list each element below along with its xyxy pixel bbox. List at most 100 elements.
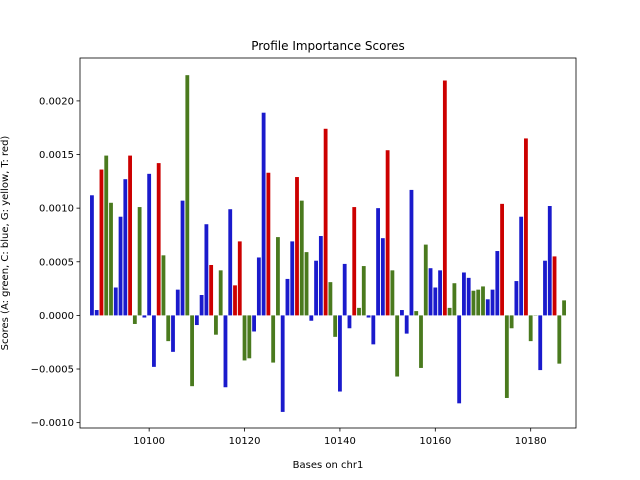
x-tick-label: 10180 — [515, 436, 547, 447]
bar — [280, 315, 285, 412]
bar — [509, 315, 514, 329]
bar — [395, 315, 400, 377]
bar — [385, 150, 390, 316]
bar — [290, 241, 295, 316]
bar — [228, 209, 233, 316]
bar — [271, 315, 276, 363]
bar — [419, 315, 423, 368]
bar — [333, 315, 338, 337]
bar — [209, 264, 214, 316]
bar — [128, 155, 132, 316]
bar — [161, 255, 166, 316]
bar — [442, 80, 447, 316]
bar — [90, 195, 94, 316]
y-tick-label: −0.0005 — [31, 365, 74, 376]
bars-group — [90, 75, 566, 412]
bar — [309, 315, 314, 321]
bar — [123, 179, 128, 316]
bar — [557, 315, 562, 364]
bar — [543, 260, 547, 316]
bar — [428, 268, 433, 316]
bar — [156, 163, 161, 316]
bar — [423, 244, 428, 316]
x-tick-label: 10140 — [324, 436, 356, 447]
y-tick-label: 0.0005 — [39, 257, 74, 268]
bar — [538, 315, 543, 371]
bar — [352, 207, 357, 316]
bar — [466, 277, 471, 316]
bar — [113, 287, 118, 316]
bar — [481, 286, 485, 316]
bar — [376, 208, 380, 316]
x-axis: 10100 10120 10140 10160 10180 — [133, 428, 547, 447]
bar — [519, 216, 524, 316]
bar — [485, 299, 490, 316]
bar — [175, 289, 180, 316]
y-tick-label: 0.0015 — [39, 150, 74, 161]
bar — [295, 177, 299, 316]
bar — [285, 278, 290, 316]
x-axis-label: Bases on chr1 — [293, 460, 364, 471]
bar — [528, 315, 533, 342]
bar — [357, 307, 361, 316]
bar — [552, 256, 557, 316]
bar — [409, 189, 414, 316]
bar — [247, 315, 252, 359]
bar — [500, 203, 504, 316]
bar — [304, 252, 309, 316]
bar — [318, 236, 323, 316]
bar — [266, 172, 271, 316]
x-tick-label: 10100 — [133, 436, 165, 447]
bar — [299, 200, 304, 316]
bar — [338, 315, 342, 392]
bar — [361, 266, 366, 316]
bar — [94, 310, 99, 316]
bar — [524, 138, 528, 316]
bar — [457, 315, 462, 404]
bar — [194, 315, 199, 326]
bar — [218, 270, 223, 316]
y-axis-label: Scores (A: green, C: blue, G: yellow, T:… — [0, 136, 11, 351]
y-axis: −0.0010 −0.0005 0.0000 0.0005 0.0010 0.0015 0.… — [31, 96, 80, 429]
bar — [242, 315, 247, 361]
bar — [323, 128, 328, 316]
bar — [495, 251, 500, 316]
bar — [204, 224, 209, 316]
bar — [237, 241, 242, 316]
x-tick-label: 10120 — [229, 436, 261, 447]
bar — [490, 289, 495, 316]
y-tick-label: 0.0020 — [39, 96, 74, 107]
bar — [471, 290, 476, 316]
bar — [190, 315, 194, 387]
bar — [118, 216, 123, 316]
bar — [276, 237, 280, 316]
bar — [152, 315, 156, 367]
bar — [371, 315, 376, 345]
bar — [223, 315, 228, 388]
bar — [462, 272, 466, 316]
bar — [504, 315, 509, 398]
x-tick-label: 10160 — [419, 436, 451, 447]
bar — [199, 295, 204, 316]
bar — [347, 315, 352, 329]
bar — [433, 287, 438, 316]
bar — [476, 289, 481, 316]
bar — [99, 169, 104, 316]
bar — [142, 315, 147, 318]
bar — [166, 315, 171, 342]
bar — [342, 263, 347, 316]
bar — [390, 270, 395, 316]
bar — [562, 300, 566, 316]
bar — [328, 282, 333, 316]
bar — [404, 315, 409, 334]
chart-title: Profile Importance Scores — [251, 39, 405, 53]
bar — [314, 260, 318, 316]
bar — [514, 281, 519, 316]
bar — [380, 238, 385, 316]
bar — [180, 200, 185, 316]
bar — [400, 310, 404, 316]
bar — [438, 270, 442, 316]
bar — [261, 112, 266, 316]
bar — [256, 257, 261, 316]
